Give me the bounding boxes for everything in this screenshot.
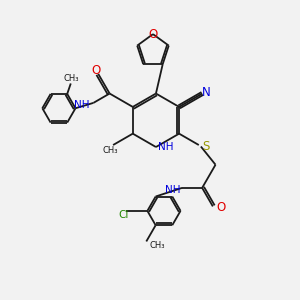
Text: S: S — [202, 140, 210, 153]
Text: O: O — [91, 64, 101, 77]
Text: NH: NH — [74, 100, 90, 110]
Text: N: N — [202, 85, 211, 98]
Text: CH₃: CH₃ — [102, 146, 118, 155]
Text: CH₃: CH₃ — [63, 74, 79, 83]
Text: O: O — [216, 201, 226, 214]
Text: NH: NH — [165, 185, 181, 195]
Text: NH: NH — [158, 142, 174, 152]
Text: Cl: Cl — [118, 210, 129, 220]
Text: CH₃: CH₃ — [149, 242, 165, 250]
Text: O: O — [148, 28, 158, 40]
